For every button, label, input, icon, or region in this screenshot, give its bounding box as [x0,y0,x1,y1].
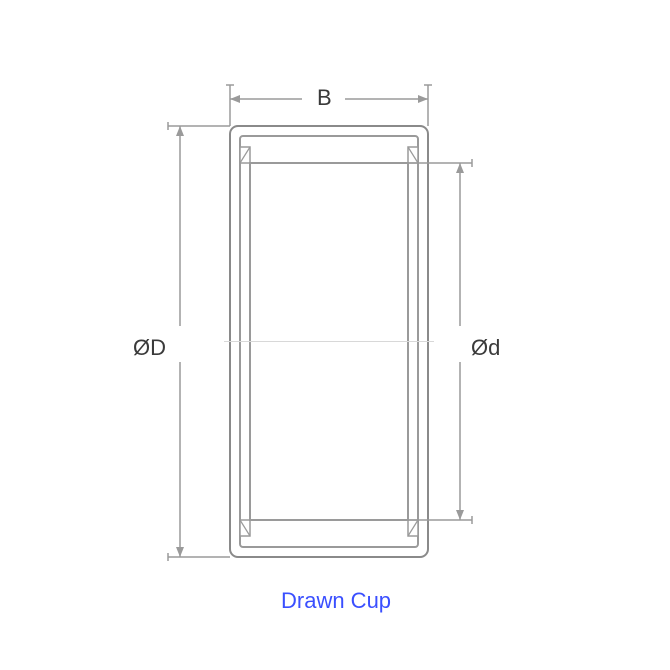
drawn-cup-diagram [0,0,670,670]
dimension-label-D: ØD [133,335,166,361]
dimension-label-B: B [317,85,332,111]
dimension-label-d: Ød [471,335,500,361]
caption: Drawn Cup [281,588,391,614]
diagram-stage: B ØD Ød Drawn Cup [0,0,670,670]
